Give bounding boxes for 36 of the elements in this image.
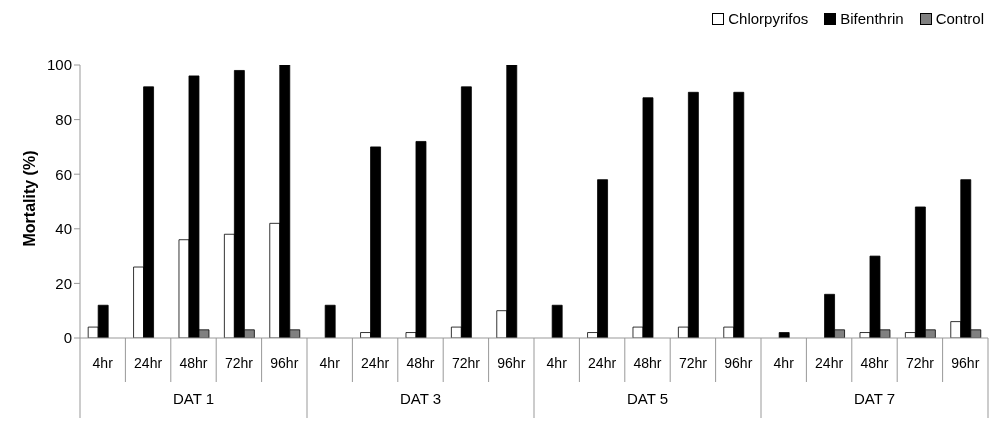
bar — [551, 304, 563, 338]
x-tick-label: 96hr — [270, 355, 299, 371]
text: DAT 3 — [398, 390, 443, 407]
text: DAT 7 — [852, 390, 897, 407]
y-tick-label: 100 — [46, 56, 72, 74]
x-tick-label: 24hr — [588, 355, 617, 371]
y-tick-label: 40 — [55, 220, 72, 238]
y-tick-label: 60 — [55, 165, 72, 183]
legend-label: Bifenthrin — [840, 10, 904, 27]
x-tick-label: 4hr — [319, 355, 341, 371]
x-tick-label: 24hr — [134, 355, 163, 371]
x-tick-label: 48hr — [179, 355, 208, 371]
x-tick-label: 48hr — [860, 355, 889, 371]
x-tick-label: 4hr — [546, 355, 568, 371]
x-tick-label: 72hr — [224, 355, 254, 371]
x-tick-label: 48hr — [633, 355, 662, 371]
x-tick-label: 48hr — [406, 355, 435, 371]
text: DAT 1 — [171, 390, 216, 407]
x-tick-label: 72hr — [451, 355, 481, 371]
bar — [324, 304, 336, 338]
x-tick-label: 96hr — [724, 355, 753, 371]
x-tick-label: 72hr — [678, 355, 708, 371]
x-tick-label: 96hr — [497, 355, 526, 371]
legend-label: Chlorpyrifos — [728, 10, 809, 27]
text: DAT 5 — [625, 390, 670, 407]
y-tick-label: 20 — [55, 274, 72, 292]
x-tick-label: 24hr — [361, 355, 390, 371]
x-tick-label: 4hr — [92, 355, 114, 371]
x-tick-label: 96hr — [951, 355, 980, 371]
x-tick-label: 24hr — [815, 355, 844, 371]
legend-label: Control — [935, 10, 984, 27]
y-tick-label: 80 — [55, 110, 72, 128]
y-axis-title: Mortality (%) — [20, 150, 38, 247]
y-tick-label: 0 — [63, 329, 72, 347]
x-tick-label: 72hr — [905, 355, 935, 371]
x-tick-label: 4hr — [773, 355, 795, 371]
